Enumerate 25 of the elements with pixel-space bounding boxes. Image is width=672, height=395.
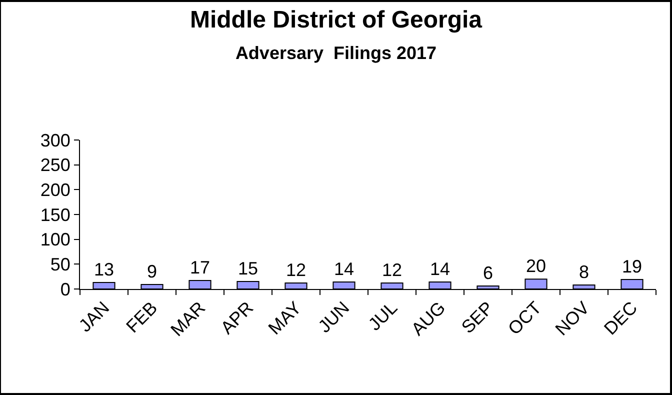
x-tick-label: SEP xyxy=(458,298,498,338)
data-label: 17 xyxy=(190,258,210,278)
x-tick-label: FEB xyxy=(122,298,162,337)
y-tick-label: 100 xyxy=(40,230,70,250)
data-label: 14 xyxy=(430,259,450,280)
y-tick-label: 300 xyxy=(40,130,70,150)
data-label: 15 xyxy=(238,258,258,279)
data-label: 19 xyxy=(622,256,642,277)
data-label: 20 xyxy=(526,256,546,276)
data-label: 9 xyxy=(146,262,158,282)
y-tick-label: 200 xyxy=(40,180,70,200)
y-tick-label: 50 xyxy=(50,254,70,274)
x-tick-label: JUL xyxy=(364,298,402,334)
data-label: 8 xyxy=(578,262,590,282)
data-label: 6 xyxy=(482,263,494,284)
data-label: 13 xyxy=(94,260,114,280)
chart-title: Middle District of Georgia xyxy=(190,6,483,34)
y-tick-label: 150 xyxy=(40,204,70,225)
data-label: 14 xyxy=(334,259,354,280)
data-label: 12 xyxy=(382,260,402,280)
y-tick-label: 0 xyxy=(60,279,70,300)
x-tick-label: JAN xyxy=(75,298,114,336)
data-label: 12 xyxy=(286,260,306,280)
chart-subtitle: Adversary Filings 2017 xyxy=(235,42,437,63)
y-tick-label: 250 xyxy=(40,155,70,176)
